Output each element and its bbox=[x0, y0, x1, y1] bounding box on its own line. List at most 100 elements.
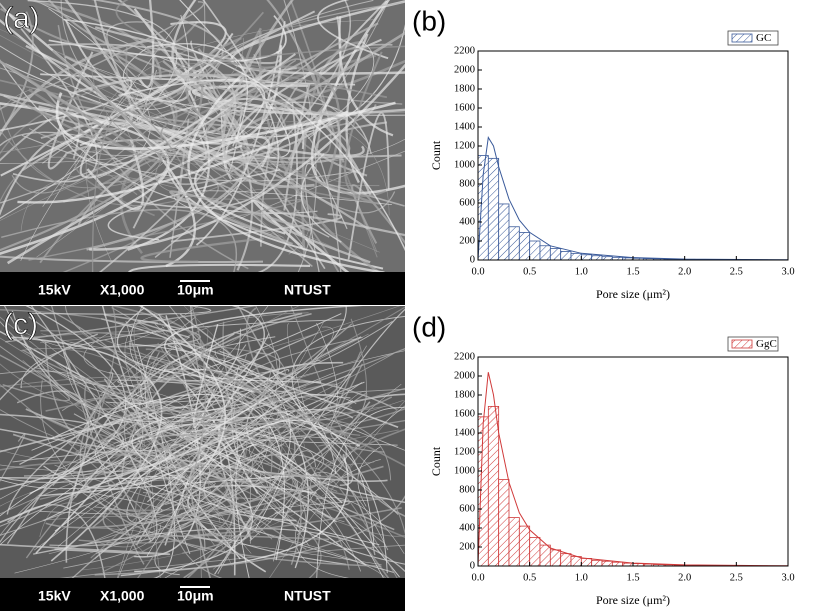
y-tick-label: 400 bbox=[459, 522, 475, 533]
bar bbox=[580, 558, 593, 567]
sem-image: 15kV X1,000 10μm NTUST (a) bbox=[0, 0, 405, 305]
fiber bbox=[136, 306, 206, 578]
fiber bbox=[65, 365, 335, 424]
sem-image: 15kV X1,000 10μm NTUST (c) bbox=[0, 306, 405, 611]
bar bbox=[529, 240, 541, 261]
fiber bbox=[260, 43, 393, 247]
fiber bbox=[181, 73, 254, 77]
fiber bbox=[163, 368, 291, 530]
x-tick-label: 0.5 bbox=[523, 572, 536, 583]
y-tick-label: 0 bbox=[470, 254, 475, 265]
fiber bbox=[28, 198, 303, 261]
fiber bbox=[213, 306, 401, 360]
y-tick-label: 1600 bbox=[454, 408, 475, 419]
bar bbox=[518, 232, 531, 261]
fiber bbox=[34, 366, 273, 439]
fiber bbox=[55, 92, 396, 151]
bar bbox=[477, 416, 489, 567]
panel-label: (b) bbox=[412, 5, 446, 36]
fiber bbox=[0, 45, 405, 155]
x-tick-label: 0.0 bbox=[471, 572, 484, 583]
fiber bbox=[0, 1, 205, 110]
fiber bbox=[283, 83, 311, 211]
x-tick-label: 3.0 bbox=[781, 572, 794, 583]
fiber bbox=[47, 43, 237, 272]
x-tick-label: 0.0 bbox=[471, 266, 484, 277]
x-axis-label: Pore size (μm²) bbox=[596, 593, 670, 607]
fiber bbox=[187, 72, 385, 272]
fiber bbox=[79, 398, 382, 567]
fiber bbox=[6, 135, 271, 265]
fiber bbox=[60, 0, 187, 154]
fiber bbox=[50, 394, 285, 561]
x-tick-label: 0.5 bbox=[523, 266, 536, 277]
fiber bbox=[300, 153, 342, 243]
bar bbox=[611, 561, 624, 567]
scale: 10μm bbox=[177, 588, 214, 604]
fiber bbox=[124, 312, 252, 554]
fiber bbox=[141, 475, 380, 546]
fiber bbox=[94, 438, 395, 574]
fiber bbox=[68, 446, 332, 522]
magnification: X1,000 bbox=[100, 282, 145, 298]
histogram-chart: (b) GC 0 200 400 600 800 1000 1200 1400 1600 1800 20… bbox=[412, 5, 795, 300]
fiber bbox=[170, 213, 343, 243]
fiber bbox=[317, 429, 399, 447]
fiber bbox=[35, 442, 140, 554]
fiber bbox=[0, 333, 98, 401]
fiber bbox=[245, 307, 390, 578]
fiber bbox=[124, 78, 357, 169]
y-tick-label: 800 bbox=[459, 178, 475, 189]
y-tick-label: 1000 bbox=[454, 159, 475, 170]
y-tick-label: 600 bbox=[459, 197, 475, 208]
fiber bbox=[48, 15, 287, 62]
fiber bbox=[0, 354, 71, 402]
panel-label: (c) bbox=[3, 308, 38, 341]
bar bbox=[591, 255, 603, 261]
fiber bbox=[13, 306, 198, 350]
fiber bbox=[0, 7, 199, 56]
bar bbox=[560, 553, 572, 567]
y-tick-label: 1600 bbox=[454, 102, 475, 113]
fiber bbox=[145, 348, 405, 467]
y-tick-label: 2000 bbox=[454, 370, 475, 381]
fiber bbox=[96, 477, 299, 554]
fiber bbox=[79, 449, 363, 571]
fiber bbox=[77, 22, 379, 226]
bar bbox=[560, 251, 572, 261]
fiber bbox=[140, 408, 361, 436]
fiber bbox=[62, 54, 178, 203]
institution: NTUST bbox=[284, 588, 331, 604]
fiber bbox=[147, 43, 248, 147]
fiber bbox=[0, 388, 405, 537]
fiber bbox=[116, 417, 388, 574]
fiber bbox=[317, 0, 389, 60]
y-tick-label: 200 bbox=[459, 235, 475, 246]
fiber bbox=[93, 388, 341, 478]
fiber bbox=[315, 497, 405, 554]
fiber bbox=[63, 524, 161, 569]
bar bbox=[570, 252, 582, 261]
fiber bbox=[149, 397, 301, 539]
fiber bbox=[237, 306, 405, 517]
panel-label: (d) bbox=[412, 311, 446, 342]
x-tick-label: 1.5 bbox=[626, 266, 639, 277]
voltage: 15kV bbox=[38, 282, 71, 298]
fiber bbox=[287, 110, 342, 223]
y-tick-label: 2000 bbox=[454, 64, 475, 75]
fiber bbox=[73, 413, 250, 542]
y-tick-label: 400 bbox=[459, 216, 475, 227]
fiber bbox=[0, 121, 390, 221]
fiber bbox=[28, 49, 162, 163]
fiber bbox=[224, 38, 382, 180]
fiber bbox=[107, 168, 281, 241]
fiber bbox=[266, 0, 345, 163]
fiber bbox=[11, 121, 157, 194]
fiber bbox=[154, 382, 363, 576]
y-tick-label: 2200 bbox=[454, 45, 475, 56]
fiber bbox=[95, 306, 117, 424]
fiber bbox=[175, 455, 233, 567]
fiber bbox=[39, 478, 350, 570]
fiber bbox=[350, 318, 368, 420]
fiber bbox=[0, 79, 133, 132]
